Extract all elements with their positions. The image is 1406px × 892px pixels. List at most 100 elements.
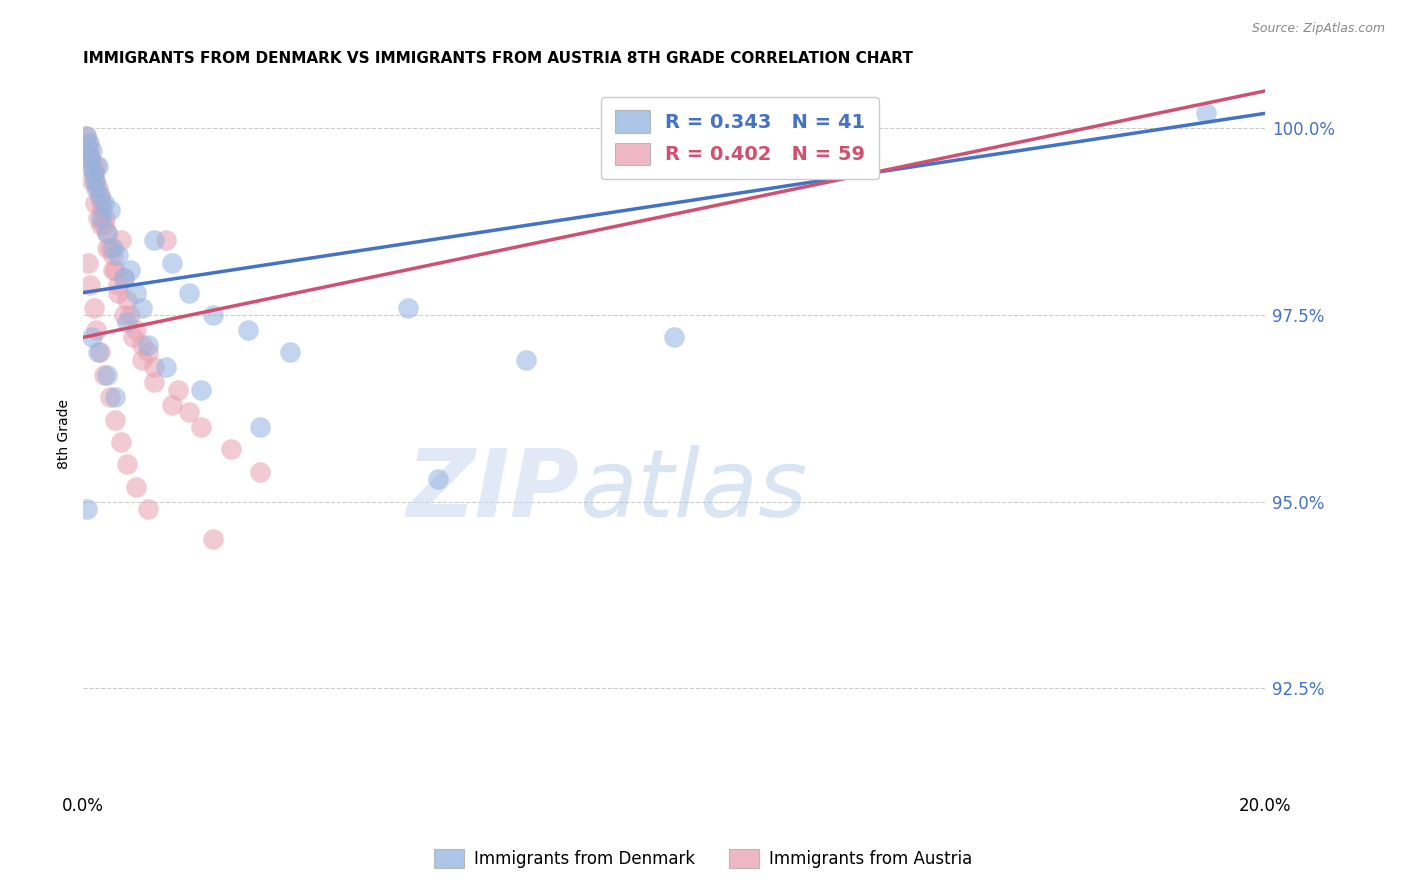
Point xyxy=(104,263,127,277)
Point xyxy=(89,345,111,359)
Text: Source: ZipAtlas.com: Source: ZipAtlas.com xyxy=(1251,22,1385,36)
Point xyxy=(83,301,105,315)
Point xyxy=(662,330,685,344)
Point xyxy=(179,405,201,419)
Point xyxy=(89,188,111,202)
Point xyxy=(166,383,188,397)
Text: atlas: atlas xyxy=(579,445,807,536)
Point xyxy=(89,188,111,202)
Point xyxy=(131,338,153,352)
Point xyxy=(84,323,107,337)
Point xyxy=(76,256,98,270)
Point xyxy=(77,151,100,165)
Point xyxy=(84,159,107,173)
Point xyxy=(101,263,124,277)
Point xyxy=(101,241,124,255)
Point xyxy=(238,323,260,337)
Point xyxy=(278,345,301,359)
Point xyxy=(87,211,110,225)
Point xyxy=(75,128,97,143)
Point xyxy=(201,532,224,546)
Point xyxy=(249,420,271,434)
Point xyxy=(515,352,537,367)
Point xyxy=(190,420,212,434)
Point xyxy=(87,159,110,173)
Point xyxy=(125,323,148,337)
Point xyxy=(94,211,117,225)
Point xyxy=(112,308,135,322)
Point xyxy=(125,285,148,300)
Point xyxy=(201,308,224,322)
Point xyxy=(101,248,124,262)
Point xyxy=(107,248,129,262)
Point xyxy=(131,301,153,315)
Point xyxy=(79,278,101,293)
Point xyxy=(104,390,127,404)
Point xyxy=(396,301,419,315)
Point xyxy=(219,442,242,457)
Point xyxy=(142,360,165,375)
Point xyxy=(76,502,98,516)
Point xyxy=(96,241,118,255)
Point xyxy=(84,181,107,195)
Point xyxy=(110,233,132,247)
Point xyxy=(87,345,110,359)
Point xyxy=(90,211,112,225)
Point xyxy=(107,278,129,293)
Point xyxy=(110,434,132,449)
Point xyxy=(155,360,177,375)
Point xyxy=(117,316,139,330)
Point xyxy=(122,330,145,344)
Point xyxy=(93,368,115,382)
Point xyxy=(77,144,100,158)
Point xyxy=(179,285,201,300)
Legend: R = 0.343   N = 41, R = 0.402   N = 59: R = 0.343 N = 41, R = 0.402 N = 59 xyxy=(600,96,879,178)
Text: ZIP: ZIP xyxy=(406,444,579,537)
Point xyxy=(125,480,148,494)
Point xyxy=(1195,106,1218,120)
Point xyxy=(77,136,100,151)
Text: IMMIGRANTS FROM DENMARK VS IMMIGRANTS FROM AUSTRIA 8TH GRADE CORRELATION CHART: IMMIGRANTS FROM DENMARK VS IMMIGRANTS FR… xyxy=(83,51,912,66)
Point xyxy=(155,233,177,247)
Point xyxy=(249,465,271,479)
Point xyxy=(136,502,159,516)
Point xyxy=(112,270,135,285)
Point xyxy=(83,173,105,187)
Point xyxy=(120,308,142,322)
Point xyxy=(131,352,153,367)
Point xyxy=(190,383,212,397)
Point xyxy=(96,368,118,382)
Legend: Immigrants from Denmark, Immigrants from Austria: Immigrants from Denmark, Immigrants from… xyxy=(427,842,979,875)
Point xyxy=(96,226,118,240)
Point xyxy=(83,166,105,180)
Point xyxy=(80,173,103,187)
Point xyxy=(83,166,105,180)
Point xyxy=(93,196,115,211)
Point xyxy=(117,293,139,307)
Point xyxy=(136,345,159,359)
Point xyxy=(120,263,142,277)
Point xyxy=(104,412,127,426)
Point xyxy=(98,203,121,218)
Point xyxy=(160,398,183,412)
Point xyxy=(90,196,112,211)
Point xyxy=(76,136,98,151)
Y-axis label: 8th Grade: 8th Grade xyxy=(58,400,72,469)
Point xyxy=(83,196,105,211)
Point xyxy=(117,458,139,472)
Point xyxy=(83,173,105,187)
Point xyxy=(79,151,101,165)
Point xyxy=(96,226,118,240)
Point xyxy=(90,203,112,218)
Point xyxy=(142,233,165,247)
Point xyxy=(80,330,103,344)
Point xyxy=(79,151,101,165)
Point xyxy=(136,338,159,352)
Point xyxy=(93,219,115,233)
Point xyxy=(98,241,121,255)
Point xyxy=(160,256,183,270)
Point xyxy=(112,270,135,285)
Point xyxy=(90,219,112,233)
Point xyxy=(80,144,103,158)
Point xyxy=(76,159,98,173)
